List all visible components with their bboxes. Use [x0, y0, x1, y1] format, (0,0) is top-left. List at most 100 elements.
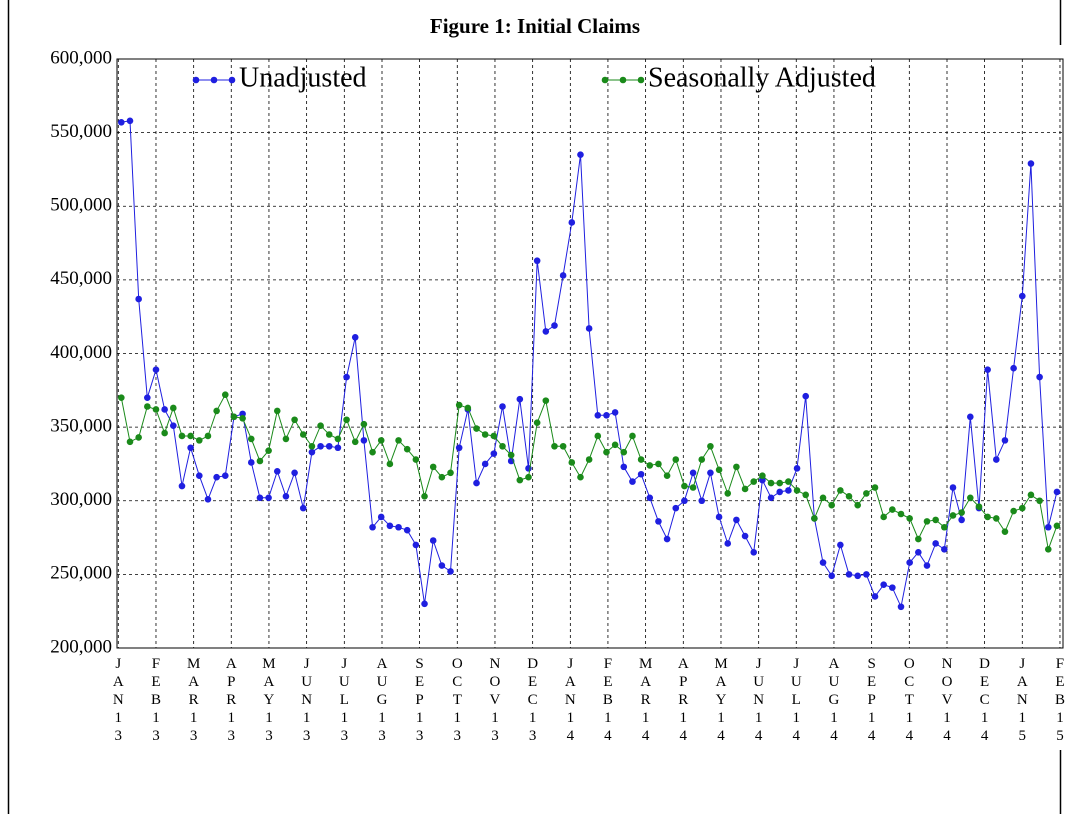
data-point — [135, 434, 142, 441]
data-point — [932, 516, 939, 524]
data-point — [854, 501, 861, 509]
data-point — [949, 484, 957, 491]
data-point — [767, 494, 775, 502]
data-point — [178, 482, 186, 490]
data-point — [611, 441, 619, 449]
data-point — [793, 465, 801, 472]
data-point — [317, 442, 324, 450]
data-point — [273, 468, 281, 475]
data-point — [863, 571, 870, 578]
x-tick-label: JUN14 — [751, 656, 767, 746]
data-point — [733, 463, 740, 471]
data-point — [776, 488, 784, 496]
data-point — [750, 548, 758, 556]
data-point — [897, 510, 905, 518]
data-point — [1044, 546, 1052, 553]
data-point — [1036, 373, 1043, 381]
data-point — [334, 435, 342, 443]
data-point — [672, 504, 680, 512]
data-point — [247, 459, 255, 466]
data-point — [195, 437, 203, 444]
data-point — [490, 432, 498, 440]
y-tick-label: 450,000 — [50, 268, 112, 289]
data-point — [144, 394, 151, 401]
data-point — [620, 448, 628, 456]
x-tick-label: AUG13 — [374, 656, 390, 746]
data-point — [525, 473, 532, 481]
data-point — [481, 431, 489, 438]
data-point — [577, 151, 584, 159]
data-point — [213, 407, 220, 415]
data-point — [741, 532, 749, 540]
data-point — [733, 516, 740, 524]
data-point — [923, 518, 931, 525]
data-point — [455, 444, 463, 452]
data-point — [828, 501, 835, 509]
x-tick-label: OCT14 — [901, 656, 917, 746]
x-tick-label: JUN13 — [299, 656, 315, 746]
data-point — [785, 487, 792, 494]
data-point — [845, 493, 853, 500]
y-tick-label: 550,000 — [50, 121, 112, 142]
data-point — [282, 435, 290, 443]
data-point — [811, 515, 818, 522]
data-point — [447, 469, 454, 477]
data-point — [785, 478, 792, 485]
data-point — [906, 515, 913, 522]
data-point — [646, 462, 654, 469]
data-point — [1010, 507, 1017, 515]
data-point — [291, 416, 298, 424]
data-point — [386, 522, 394, 530]
data-point — [377, 437, 385, 444]
y-tick-label: 600,000 — [50, 47, 112, 68]
data-point — [481, 460, 489, 468]
data-point — [161, 429, 168, 437]
data-point — [559, 272, 567, 279]
legend-swatch-dot — [619, 76, 627, 84]
data-point — [941, 546, 948, 553]
data-point — [187, 444, 194, 452]
data-point — [585, 456, 593, 463]
x-tick-label: NOV13 — [487, 656, 503, 746]
data-point — [923, 562, 931, 569]
data-point — [403, 526, 411, 534]
data-point — [412, 456, 420, 463]
data-point — [256, 457, 264, 465]
chart-title: Figure 1: Initial Claims — [430, 14, 640, 38]
legend-swatch-dot — [210, 76, 218, 84]
data-point — [360, 437, 368, 444]
data-point — [992, 515, 1000, 522]
data-point — [438, 562, 446, 569]
x-tick-label: DEC14 — [977, 656, 993, 746]
data-point — [265, 447, 272, 454]
data-point — [837, 541, 844, 549]
data-point — [967, 413, 974, 421]
data-point — [637, 470, 645, 478]
data-point — [611, 409, 619, 416]
data-point — [170, 422, 177, 429]
data-point — [698, 497, 706, 505]
data-point — [1036, 497, 1043, 505]
data-point — [629, 432, 636, 440]
data-point — [819, 494, 827, 502]
x-tick-label: MAY13 — [261, 656, 277, 746]
data-point — [516, 395, 524, 403]
data-point — [689, 469, 697, 477]
data-point — [568, 459, 576, 466]
data-point — [551, 322, 558, 329]
data-point — [724, 540, 732, 547]
data-point — [707, 469, 714, 477]
data-point — [949, 512, 957, 519]
data-point — [516, 476, 524, 484]
data-point — [1053, 522, 1061, 530]
data-point — [178, 432, 186, 440]
data-point — [1053, 488, 1061, 496]
x-tick-label: FEB15 — [1052, 656, 1068, 746]
data-point — [1027, 160, 1035, 167]
data-point — [221, 472, 229, 480]
data-point — [663, 535, 671, 543]
data-point — [421, 600, 428, 608]
data-point — [447, 568, 454, 575]
x-tick-label: DEC13 — [525, 656, 541, 746]
